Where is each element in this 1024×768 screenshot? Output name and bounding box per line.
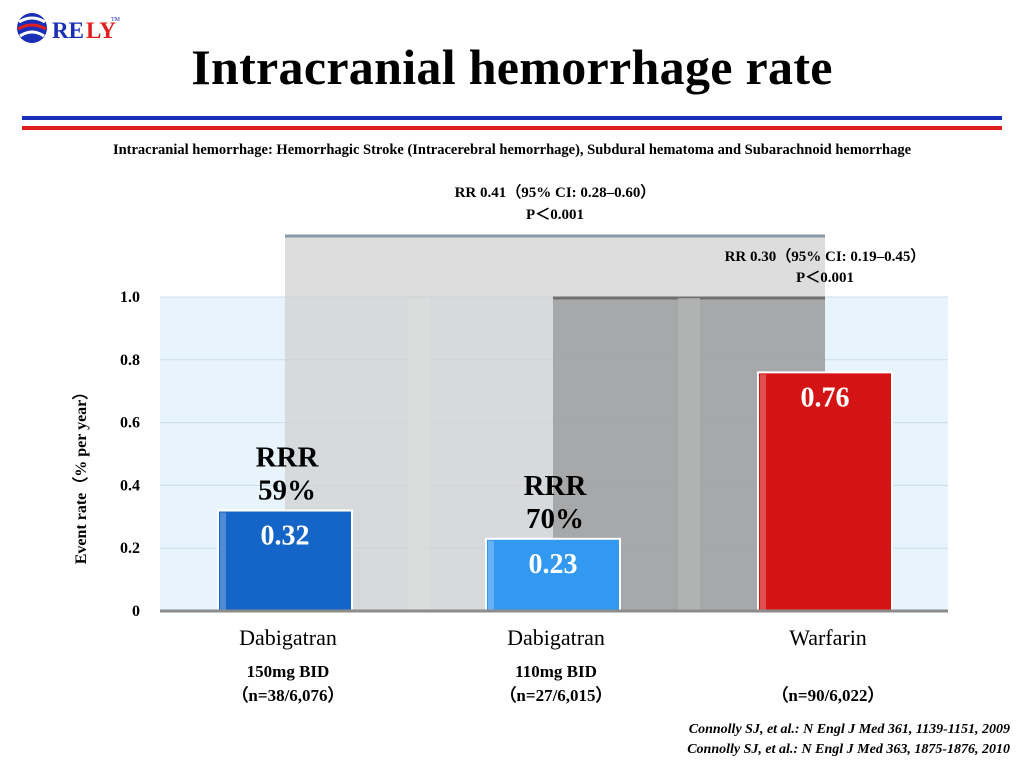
slide-subtitle: Intracranial hemorrhage: Hemorrhagic Str… — [112, 142, 912, 158]
rrr-label: RRR — [524, 470, 588, 502]
x-category-label: Warfarin — [789, 625, 867, 650]
bar — [757, 371, 893, 612]
x-n-label: （n=38/6,076） — [231, 685, 344, 705]
globe-icon — [17, 13, 47, 43]
slide-title: Intracranial hemorrhage rate — [191, 39, 833, 95]
comparison-rr-label: RR 0.41（95% CI: 0.28–0.60） — [455, 183, 656, 201]
x-dose-label: 110mg BID — [515, 662, 597, 681]
rrr-value: 59% — [258, 475, 316, 507]
y-axis-title: Event rate（% per year） — [72, 384, 90, 565]
logo-text-re: RE — [52, 18, 84, 43]
comparison-separator — [408, 298, 430, 611]
y-tick-label: 0.8 — [120, 352, 140, 369]
y-tick-label: 0.2 — [120, 540, 140, 557]
logo-tm: TM — [111, 17, 121, 23]
y-tick-label: 0.4 — [120, 477, 140, 494]
bar-value-label: 0.32 — [261, 521, 310, 552]
rrr-label: RRR — [256, 442, 320, 474]
x-n-label: （n=27/6,015） — [499, 685, 612, 705]
references: Connolly SJ, et al.: N Engl J Med 361, 1… — [687, 720, 1010, 760]
x-dose-label: 150mg BID — [247, 662, 330, 681]
title-rule-blue — [22, 116, 1002, 120]
y-tick-label: 0.6 — [120, 415, 140, 432]
bar-highlight — [760, 374, 766, 611]
x-n-label: （n=90/6,022） — [771, 685, 884, 705]
bar-value-label: 0.76 — [801, 382, 850, 413]
rrr-value: 70% — [526, 503, 584, 535]
comparison-p-label: P＜0.001 — [796, 270, 854, 286]
reference-2: Connolly SJ, et al.: N Engl J Med 363, 1… — [687, 742, 1010, 757]
y-tick-label: 1.0 — [120, 289, 140, 306]
y-tick-label: 0 — [132, 603, 140, 620]
reference-1: Connolly SJ, et al.: N Engl J Med 361, 1… — [688, 722, 1010, 737]
rely-logo: RE LY TM — [17, 13, 121, 43]
x-category-label: Dabigatran — [239, 625, 337, 650]
bar-highlight — [488, 540, 494, 611]
comparison-separator — [678, 298, 700, 611]
logo-text-ly: LY — [86, 18, 116, 43]
comparison-rr-label: RR 0.30（95% CI: 0.19–0.45） — [725, 247, 926, 265]
title-rule-red — [22, 126, 1002, 130]
bar-highlight — [220, 512, 226, 611]
comparison-p-label: P＜0.001 — [526, 207, 584, 223]
bar-value-label: 0.23 — [529, 549, 578, 580]
x-category-label: Dabigatran — [507, 625, 605, 650]
